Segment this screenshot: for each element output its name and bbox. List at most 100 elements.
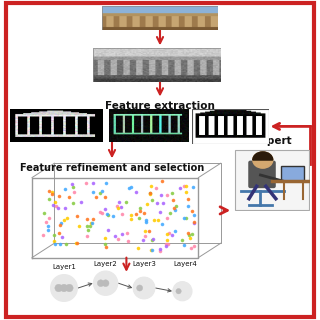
Point xyxy=(164,216,170,221)
Point xyxy=(171,205,176,210)
Point xyxy=(150,247,155,252)
Point xyxy=(117,199,122,204)
Point xyxy=(186,232,191,237)
Point xyxy=(102,195,108,200)
Text: Image conditioning: Image conditioning xyxy=(103,50,217,60)
Point xyxy=(158,246,163,251)
Circle shape xyxy=(51,275,77,301)
Text: Expert: Expert xyxy=(253,136,291,146)
Point xyxy=(100,189,105,194)
Point xyxy=(45,224,51,229)
Point xyxy=(76,223,81,228)
Point xyxy=(187,236,192,241)
Text: Layer2: Layer2 xyxy=(94,261,117,267)
Point xyxy=(102,241,107,246)
Circle shape xyxy=(66,284,73,292)
Point xyxy=(158,193,164,198)
Point xyxy=(47,188,52,194)
Point xyxy=(173,228,178,233)
Point xyxy=(87,224,92,229)
Point xyxy=(157,248,163,253)
Point xyxy=(159,221,164,227)
Point xyxy=(75,241,80,246)
Circle shape xyxy=(60,284,68,292)
Point xyxy=(64,241,69,246)
Point xyxy=(51,232,56,237)
Circle shape xyxy=(102,280,109,287)
Point xyxy=(173,203,179,208)
Point xyxy=(114,203,119,208)
Point xyxy=(51,202,56,207)
Point xyxy=(182,183,187,188)
Point xyxy=(168,210,173,215)
Point xyxy=(86,228,91,233)
Point xyxy=(52,238,57,243)
Point xyxy=(100,211,105,216)
Point xyxy=(84,216,89,221)
Point xyxy=(42,210,47,215)
Point xyxy=(105,211,110,216)
Point xyxy=(129,213,134,218)
Point xyxy=(120,212,125,217)
Circle shape xyxy=(176,289,181,294)
Point xyxy=(163,243,168,248)
Point xyxy=(72,190,77,195)
Point xyxy=(149,198,154,203)
Point xyxy=(57,242,62,247)
Point xyxy=(171,198,176,203)
Circle shape xyxy=(133,277,155,299)
Point xyxy=(97,210,102,215)
Point xyxy=(110,214,115,219)
Point xyxy=(191,212,196,217)
Point xyxy=(165,231,170,236)
Point xyxy=(137,209,142,214)
Point xyxy=(191,184,196,189)
Point xyxy=(133,212,139,217)
Point xyxy=(189,209,194,214)
Point xyxy=(59,220,64,225)
Point xyxy=(178,185,183,190)
Point xyxy=(181,216,186,221)
Point xyxy=(149,183,154,188)
Point xyxy=(89,220,94,225)
Point xyxy=(191,243,196,248)
Point xyxy=(141,210,146,215)
Circle shape xyxy=(97,280,104,287)
Point xyxy=(166,242,171,247)
Text: Layer1: Layer1 xyxy=(52,264,76,270)
Point xyxy=(164,192,169,197)
Point xyxy=(124,200,129,205)
Circle shape xyxy=(137,285,143,291)
Point xyxy=(56,231,61,236)
Point xyxy=(116,206,121,211)
Text: Layer4: Layer4 xyxy=(174,261,197,267)
Point xyxy=(106,212,111,217)
Point xyxy=(156,218,161,223)
Point xyxy=(40,232,45,237)
Point xyxy=(166,230,171,235)
Point xyxy=(60,234,65,239)
Point xyxy=(112,234,117,239)
Point xyxy=(124,231,129,236)
Point xyxy=(61,217,66,222)
Point xyxy=(71,200,76,205)
Point xyxy=(148,190,153,195)
Point xyxy=(44,220,49,225)
Point xyxy=(94,195,99,200)
Point xyxy=(104,245,109,250)
Point xyxy=(90,189,95,194)
Point xyxy=(160,200,165,205)
Point xyxy=(189,231,194,236)
Point xyxy=(154,185,159,190)
Point xyxy=(138,205,143,211)
Point xyxy=(70,184,76,189)
Point xyxy=(74,213,79,218)
Circle shape xyxy=(55,284,62,292)
Point xyxy=(147,228,152,233)
Point xyxy=(55,205,60,210)
Point xyxy=(63,206,68,211)
Point xyxy=(129,216,134,221)
Point xyxy=(183,216,188,221)
Point xyxy=(140,238,146,243)
Point xyxy=(103,206,108,212)
